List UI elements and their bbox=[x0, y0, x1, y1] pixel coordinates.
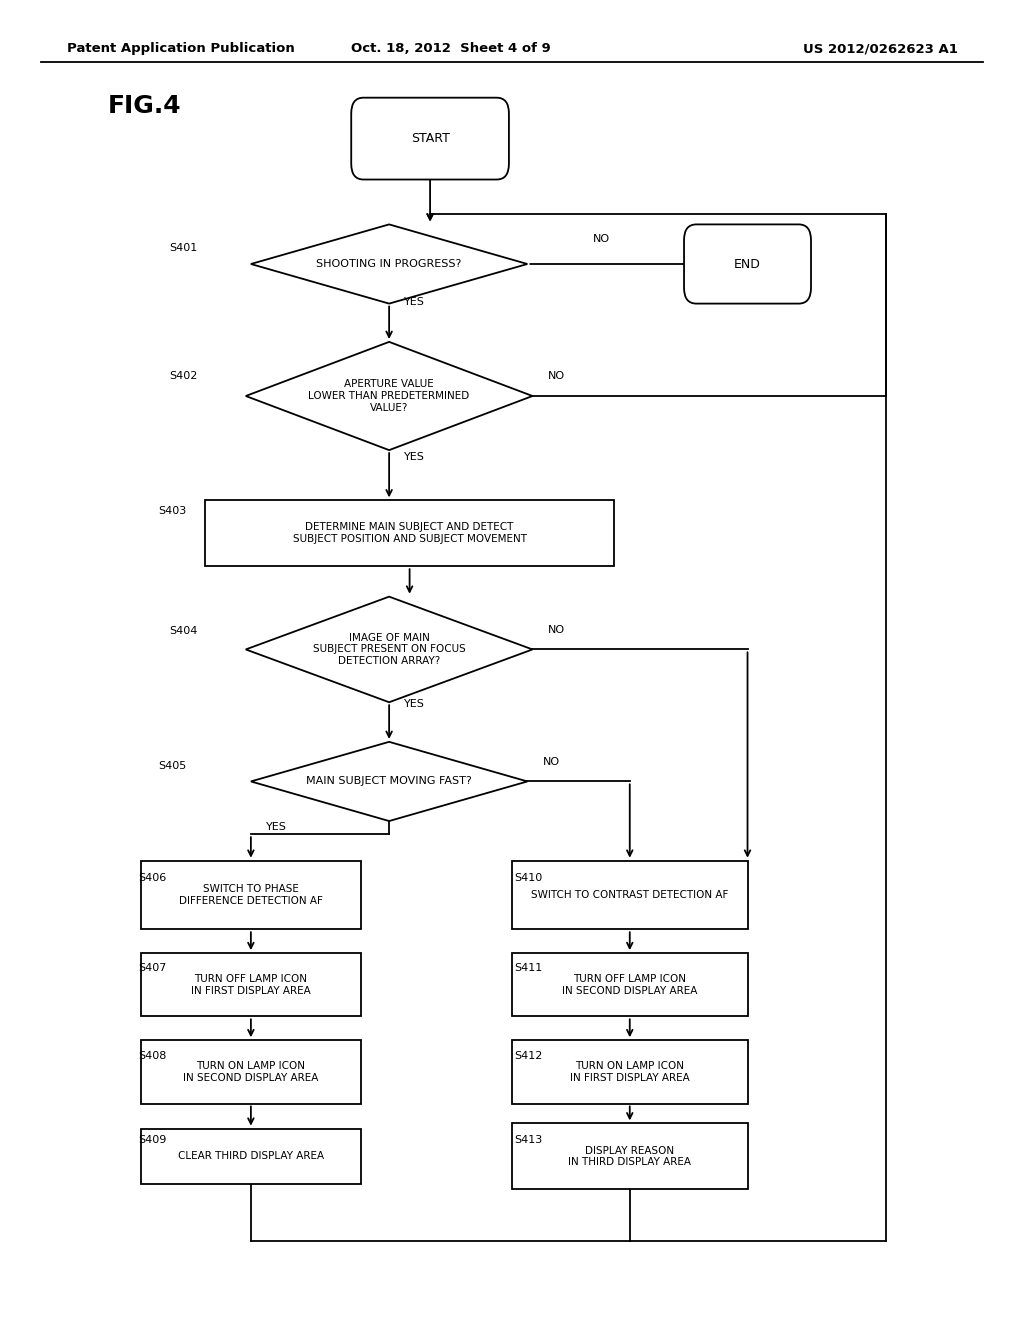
Bar bbox=[141, 861, 361, 929]
Bar bbox=[141, 1040, 361, 1104]
Text: S401: S401 bbox=[169, 243, 198, 253]
Text: S402: S402 bbox=[169, 371, 198, 381]
Text: TURN OFF LAMP ICON
IN FIRST DISPLAY AREA: TURN OFF LAMP ICON IN FIRST DISPLAY AREA bbox=[191, 974, 310, 995]
Text: S413: S413 bbox=[514, 1135, 543, 1146]
Text: NO: NO bbox=[548, 624, 565, 635]
FancyBboxPatch shape bbox=[351, 98, 509, 180]
Bar bbox=[512, 861, 748, 929]
Text: FIG.4: FIG.4 bbox=[108, 94, 181, 117]
Text: NO: NO bbox=[593, 234, 610, 244]
Text: START: START bbox=[411, 132, 450, 145]
Text: NO: NO bbox=[548, 371, 565, 381]
Text: IMAGE OF MAIN
SUBJECT PRESENT ON FOCUS
DETECTION ARRAY?: IMAGE OF MAIN SUBJECT PRESENT ON FOCUS D… bbox=[312, 632, 466, 667]
Text: Oct. 18, 2012  Sheet 4 of 9: Oct. 18, 2012 Sheet 4 of 9 bbox=[350, 42, 551, 55]
Polygon shape bbox=[246, 342, 532, 450]
Text: MAIN SUBJECT MOVING FAST?: MAIN SUBJECT MOVING FAST? bbox=[306, 776, 472, 787]
Text: TURN OFF LAMP ICON
IN SECOND DISPLAY AREA: TURN OFF LAMP ICON IN SECOND DISPLAY ARE… bbox=[562, 974, 697, 995]
Text: APERTURE VALUE
LOWER THAN PREDETERMINED
VALUE?: APERTURE VALUE LOWER THAN PREDETERMINED … bbox=[308, 379, 470, 413]
Text: S406: S406 bbox=[138, 873, 167, 883]
Text: END: END bbox=[734, 257, 761, 271]
Text: DISPLAY REASON
IN THIRD DISPLAY AREA: DISPLAY REASON IN THIRD DISPLAY AREA bbox=[568, 1146, 691, 1167]
Text: DETERMINE MAIN SUBJECT AND DETECT
SUBJECT POSITION AND SUBJECT MOVEMENT: DETERMINE MAIN SUBJECT AND DETECT SUBJEC… bbox=[293, 523, 526, 544]
Text: SWITCH TO CONTRAST DETECTION AF: SWITCH TO CONTRAST DETECTION AF bbox=[531, 890, 728, 900]
Text: SHOOTING IN PROGRESS?: SHOOTING IN PROGRESS? bbox=[316, 259, 462, 269]
Text: TURN ON LAMP ICON
IN FIRST DISPLAY AREA: TURN ON LAMP ICON IN FIRST DISPLAY AREA bbox=[570, 1061, 689, 1082]
Text: S408: S408 bbox=[138, 1051, 167, 1061]
Bar bbox=[512, 1040, 748, 1104]
Text: S403: S403 bbox=[159, 506, 187, 516]
Text: S411: S411 bbox=[514, 962, 543, 973]
Text: TURN ON LAMP ICON
IN SECOND DISPLAY AREA: TURN ON LAMP ICON IN SECOND DISPLAY AREA bbox=[183, 1061, 318, 1082]
Text: SWITCH TO PHASE
DIFFERENCE DETECTION AF: SWITCH TO PHASE DIFFERENCE DETECTION AF bbox=[179, 884, 323, 906]
Text: Patent Application Publication: Patent Application Publication bbox=[67, 42, 294, 55]
Bar bbox=[141, 1129, 361, 1184]
Bar bbox=[512, 953, 748, 1016]
Bar bbox=[205, 500, 614, 566]
Bar bbox=[512, 1123, 748, 1189]
FancyBboxPatch shape bbox=[684, 224, 811, 304]
Polygon shape bbox=[251, 742, 527, 821]
Text: US 2012/0262623 A1: US 2012/0262623 A1 bbox=[803, 42, 957, 55]
Text: S412: S412 bbox=[514, 1051, 543, 1061]
Text: S404: S404 bbox=[169, 626, 198, 636]
Text: CLEAR THIRD DISPLAY AREA: CLEAR THIRD DISPLAY AREA bbox=[178, 1151, 324, 1162]
Text: YES: YES bbox=[404, 451, 425, 462]
Text: S407: S407 bbox=[138, 962, 167, 973]
Text: YES: YES bbox=[404, 698, 425, 709]
Polygon shape bbox=[246, 597, 532, 702]
Polygon shape bbox=[251, 224, 527, 304]
Text: YES: YES bbox=[404, 297, 425, 306]
Text: S410: S410 bbox=[514, 873, 543, 883]
Text: S409: S409 bbox=[138, 1135, 167, 1146]
Text: NO: NO bbox=[543, 756, 560, 767]
Text: S405: S405 bbox=[159, 760, 187, 771]
Text: YES: YES bbox=[266, 821, 287, 832]
Bar bbox=[141, 953, 361, 1016]
